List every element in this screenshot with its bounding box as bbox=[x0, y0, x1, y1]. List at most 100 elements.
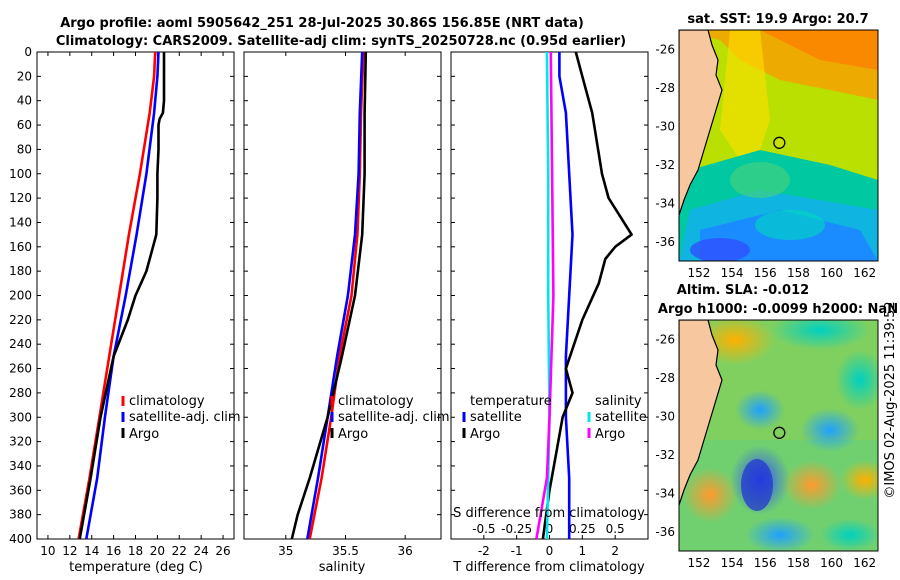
depth-tick-label: 380 bbox=[9, 508, 32, 522]
sla-lat-tick-labels: -26 -28 -30 -32 -34 -36 bbox=[655, 332, 675, 539]
depth-tick-label: 200 bbox=[9, 289, 32, 303]
sst-lon-tick-label: 160 bbox=[820, 266, 843, 280]
t-difference-xtick-label: -2 bbox=[478, 544, 490, 558]
depth-tick-labels: 0 20 40 60 80 100 120 140 160 180 200 220 240 260 280 3… bbox=[9, 45, 648, 546]
legend-satellite-label: satellite-adj. clim bbox=[338, 410, 450, 425]
depth-tick-label: 280 bbox=[9, 386, 32, 400]
sst-lon-tick-label: 152 bbox=[687, 266, 710, 280]
sla-lon-tick-label: 158 bbox=[787, 556, 810, 570]
sst-lat-tick-label: -36 bbox=[655, 235, 675, 249]
sst-lon-tick-label: 162 bbox=[853, 266, 876, 280]
legend-temperature-title: temperature bbox=[470, 394, 552, 409]
depth-tick-label: 140 bbox=[9, 215, 32, 229]
legend-argo-label: Argo bbox=[129, 427, 159, 442]
s-difference-tick-labels: -0.5 -0.25 0 0.25 0.5 bbox=[472, 522, 625, 536]
title-line-2: Climatology: CARS2009. Satellite-adj cli… bbox=[56, 34, 626, 49]
depth-tick-label: 0 bbox=[24, 45, 32, 59]
salinity-line-argo bbox=[290, 51, 368, 540]
temperature-line-climatology bbox=[77, 51, 157, 540]
difference-legend-salinity: salinity satellite Argo bbox=[587, 394, 647, 442]
t-difference-xlabel: T difference from climatology bbox=[452, 560, 645, 575]
s-difference-xtick-label: -0.25 bbox=[501, 522, 532, 536]
sla-lon-tick-label: 160 bbox=[820, 556, 843, 570]
sst-lat-tick-label: -30 bbox=[655, 119, 675, 133]
temperature-xtick-label: 24 bbox=[194, 544, 209, 558]
sla-lat-tick-label: -28 bbox=[655, 371, 675, 385]
temperature-xtick-label: 22 bbox=[172, 544, 187, 558]
sla-lon-tick-labels: 152 154 156 158 160 162 bbox=[687, 556, 876, 570]
difference-line-t-satellite bbox=[558, 52, 574, 539]
sst-land bbox=[679, 30, 723, 216]
temperature-tick-labels: 10 12 14 16 18 20 22 24 26 bbox=[40, 52, 231, 558]
salinity-legend: climatology satellite-adj. clim Argo bbox=[330, 394, 450, 442]
depth-tick-label: 100 bbox=[9, 167, 32, 181]
depth-tick-label: 120 bbox=[9, 191, 32, 205]
sla-lat-tick-label: -30 bbox=[655, 409, 675, 423]
temperature-xtick-label: 14 bbox=[84, 544, 99, 558]
salinity-tick-labels: 35 35.5 36 bbox=[278, 52, 413, 558]
difference-legend-temperature: temperature satellite Argo bbox=[462, 394, 552, 442]
difference-line-s-argo bbox=[535, 51, 555, 540]
sst-lon-tick-label: 158 bbox=[787, 266, 810, 280]
sla-lat-tick-label: -32 bbox=[655, 448, 675, 462]
salinity-axes-frame bbox=[243, 51, 442, 540]
depth-tick-label: 240 bbox=[9, 337, 32, 351]
legend-s-satellite-label: satellite bbox=[595, 410, 647, 425]
temperature-legend: climatology satellite-adj. clim Argo bbox=[121, 394, 241, 442]
legend-s-argo-label: Argo bbox=[595, 427, 625, 442]
sla-map-panel: Altim. SLA: -0.012 Argo h1000: -0.0099 h… bbox=[655, 283, 898, 570]
salinity-xlabel: salinity bbox=[319, 560, 366, 575]
t-difference-xtick-label: 0 bbox=[546, 544, 554, 558]
depth-tick-label: 80 bbox=[17, 142, 32, 156]
temperature-xtick-label: 12 bbox=[62, 544, 77, 558]
timestamp: ©IMOS 02-Aug-2025 11:39:52 bbox=[883, 301, 898, 498]
salinity-series bbox=[290, 51, 368, 540]
sla-lon-tick-label: 154 bbox=[721, 556, 744, 570]
difference-line-t-argo bbox=[541, 51, 633, 540]
salinity-xtick-label: 36 bbox=[398, 544, 413, 558]
sst-lat-tick-labels: -26 -28 -30 -32 -34 -36 bbox=[655, 42, 675, 249]
depth-tick-label: 400 bbox=[9, 532, 32, 546]
sla-lon-tick-label: 156 bbox=[754, 556, 777, 570]
sst-lon-tick-label: 154 bbox=[721, 266, 744, 280]
sla-land bbox=[679, 320, 723, 506]
s-difference-xtick-label: -0.5 bbox=[472, 522, 495, 536]
temperature-profile-panel: 0204060801001201401601802002202402602803… bbox=[9, 45, 648, 575]
t-difference-xtick-label: 2 bbox=[611, 544, 619, 558]
sla-lat-tick-label: -36 bbox=[655, 525, 675, 539]
sst-field bbox=[679, 30, 878, 261]
temperature-series bbox=[77, 51, 166, 540]
temperature-xtick-label: 20 bbox=[150, 544, 165, 558]
sst-map-panel: sat. SST: 19.9 Argo: 20.7 -26 -28 -30 -32 -3… bbox=[655, 12, 879, 280]
legend-climatology-label: climatology bbox=[338, 394, 414, 409]
t-difference-xtick-label: -1 bbox=[511, 544, 523, 558]
s-difference-xtick-label: 0.25 bbox=[569, 522, 596, 536]
sla-map-frame bbox=[678, 319, 879, 552]
sst-argo-position-marker bbox=[773, 136, 786, 149]
legend-climatology-label: climatology bbox=[129, 394, 205, 409]
sst-lon-tick-labels: 152 154 156 158 160 162 bbox=[687, 266, 876, 280]
legend-satellite-label: satellite-adj. clim bbox=[129, 410, 241, 425]
depth-tick-label: 40 bbox=[17, 94, 32, 108]
sla-lat-tick-label: -34 bbox=[655, 486, 675, 500]
s-difference-label: S difference from climatology bbox=[453, 506, 645, 521]
sla-lon-tick-label: 162 bbox=[853, 556, 876, 570]
legend-argo-label: Argo bbox=[338, 427, 368, 442]
sst-lat-tick-label: -28 bbox=[655, 81, 675, 95]
s-difference-xtick-label: 0.5 bbox=[606, 522, 625, 536]
difference-series bbox=[535, 51, 633, 540]
salinity-line-satellite-adj-clim bbox=[306, 51, 364, 540]
temperature-line-satellite-adj-clim bbox=[85, 51, 160, 540]
difference-profile-panel: -2 -1 0 1 2 -0.5 -0.25 0 0.25 0.5 S difference f… bbox=[450, 51, 649, 575]
sst-lat-tick-label: -26 bbox=[655, 42, 675, 56]
sst-lon-tick-label: 156 bbox=[754, 266, 777, 280]
legend-t-satellite-label: satellite bbox=[470, 410, 522, 425]
salinity-profile-panel: 35 35.5 36 salinity climatology satellite-… bbox=[243, 51, 450, 575]
depth-tick-label: 180 bbox=[9, 264, 32, 278]
temperature-xtick-label: 18 bbox=[128, 544, 143, 558]
sla-lon-tick-label: 152 bbox=[687, 556, 710, 570]
depth-tick-label: 340 bbox=[9, 459, 32, 473]
t-difference-xtick-label: 1 bbox=[579, 544, 587, 558]
sla-field bbox=[679, 320, 878, 551]
